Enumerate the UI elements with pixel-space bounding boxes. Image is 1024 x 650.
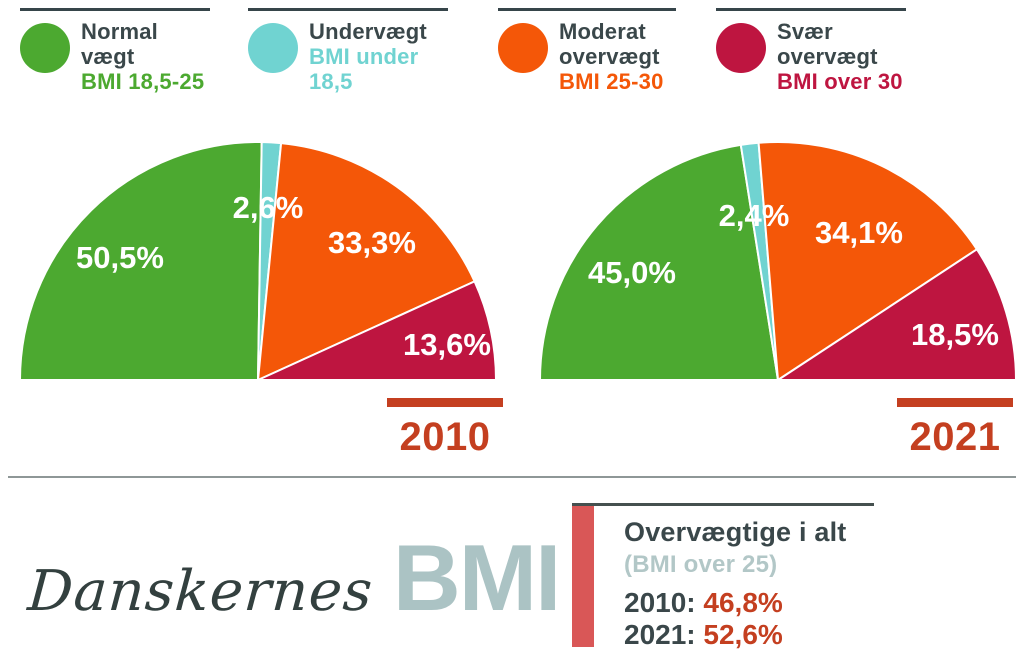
pie-segment-normal-vaegt — [19, 140, 263, 381]
legend-sublabel: BMI over 30 — [777, 69, 903, 94]
legend-label: Normal — [81, 19, 158, 44]
pie-segment-value-label: 18,5% — [911, 317, 999, 352]
year-badge-2010: 2010 — [387, 398, 503, 460]
summary-year-label: 2021: — [624, 619, 696, 650]
legend-item-svaer-overvaegt: Svær overvægt BMI over 30 — [716, 8, 906, 94]
year-underline-bar — [387, 398, 503, 407]
summary-row-2021: 2021: 52,6% — [624, 619, 874, 650]
logo-danskernes: Danskernes — [25, 559, 376, 624]
legend-sublabel: BMI 18,5-25 — [81, 69, 205, 94]
summary-value: 52,6% — [703, 619, 783, 650]
legend-label: Svær — [777, 19, 833, 44]
legend-label: vægt — [81, 44, 135, 69]
legend-label: overvægt — [777, 44, 878, 69]
logo-bmi: BMI — [392, 525, 561, 630]
pie-segment-moderat-overvaegt — [757, 141, 978, 381]
year-label: 2010 — [399, 415, 491, 459]
summary-top-rule — [572, 503, 874, 506]
pie-chart-2021: 45,0% 2,4% 34,1% 18,5% — [538, 140, 1018, 381]
logo: Danskernes BMI — [25, 524, 561, 632]
year-label: 2021 — [909, 415, 1001, 459]
pie-segment-value-label: 34,1% — [815, 215, 903, 250]
legend-dot-undervaegt-icon — [248, 23, 298, 73]
legend-sublabel: BMI 25-30 — [559, 69, 664, 94]
summary-year-label: 2010: — [624, 587, 696, 618]
legend-label: Undervægt — [309, 19, 427, 44]
pie-chart-2010: 50,5% 2,6% 33,3% 13,6% — [18, 140, 498, 381]
pie-segment-value-label: 2,4% — [719, 198, 790, 233]
summary-value: 46,8% — [703, 587, 783, 618]
year-badge-2021: 2021 — [897, 398, 1013, 460]
summary-subtitle: (BMI over 25) — [624, 551, 778, 578]
legend-dot-moderat-overvaegt-icon — [498, 23, 548, 73]
legend-label: overvægt — [559, 44, 660, 69]
overweight-summary-box: Overvægtige i alt (BMI over 25) 2010: 46… — [572, 503, 874, 650]
pie-segment-svaer-overvaegt — [777, 248, 1017, 381]
legend-rule — [20, 8, 210, 11]
pie-segment-moderat-overvaegt — [257, 142, 476, 381]
legend-sublabel: BMI under — [309, 44, 419, 69]
pie-segment-normal-vaegt — [539, 143, 779, 381]
pie-segment-value-label: 45,0% — [588, 255, 676, 290]
pie-segment-svaer-overvaegt — [257, 280, 497, 381]
pie-segment-value-label: 33,3% — [328, 225, 416, 260]
legend-item-normal-vaegt: Normal vægt BMI 18,5-25 — [20, 8, 210, 94]
legend-item-moderat-overvaegt: Moderat overvægt BMI 25-30 — [498, 8, 676, 94]
section-divider — [8, 476, 1016, 478]
legend-dot-svaer-overvaegt-icon — [716, 23, 766, 73]
summary-accent-bar — [572, 506, 594, 647]
legend-rule — [498, 8, 676, 11]
legend-rule — [248, 8, 448, 11]
summary-title: Overvægtige i alt — [624, 517, 847, 547]
summary-row-2010: 2010: 46,8% — [624, 587, 874, 619]
legend-label: Moderat — [559, 19, 646, 44]
pie-segment-value-label: 50,5% — [76, 240, 164, 275]
legend-item-undervaegt: Undervægt BMI under 18,5 — [248, 8, 448, 94]
pie-segment-value-label: 2,6% — [233, 190, 304, 225]
legend-dot-normal-vaegt-icon — [20, 23, 70, 73]
legend-rule — [716, 8, 906, 11]
legend-sublabel: 18,5 — [309, 69, 353, 94]
year-underline-bar — [897, 398, 1013, 407]
pie-segment-value-label: 13,6% — [403, 327, 491, 362]
